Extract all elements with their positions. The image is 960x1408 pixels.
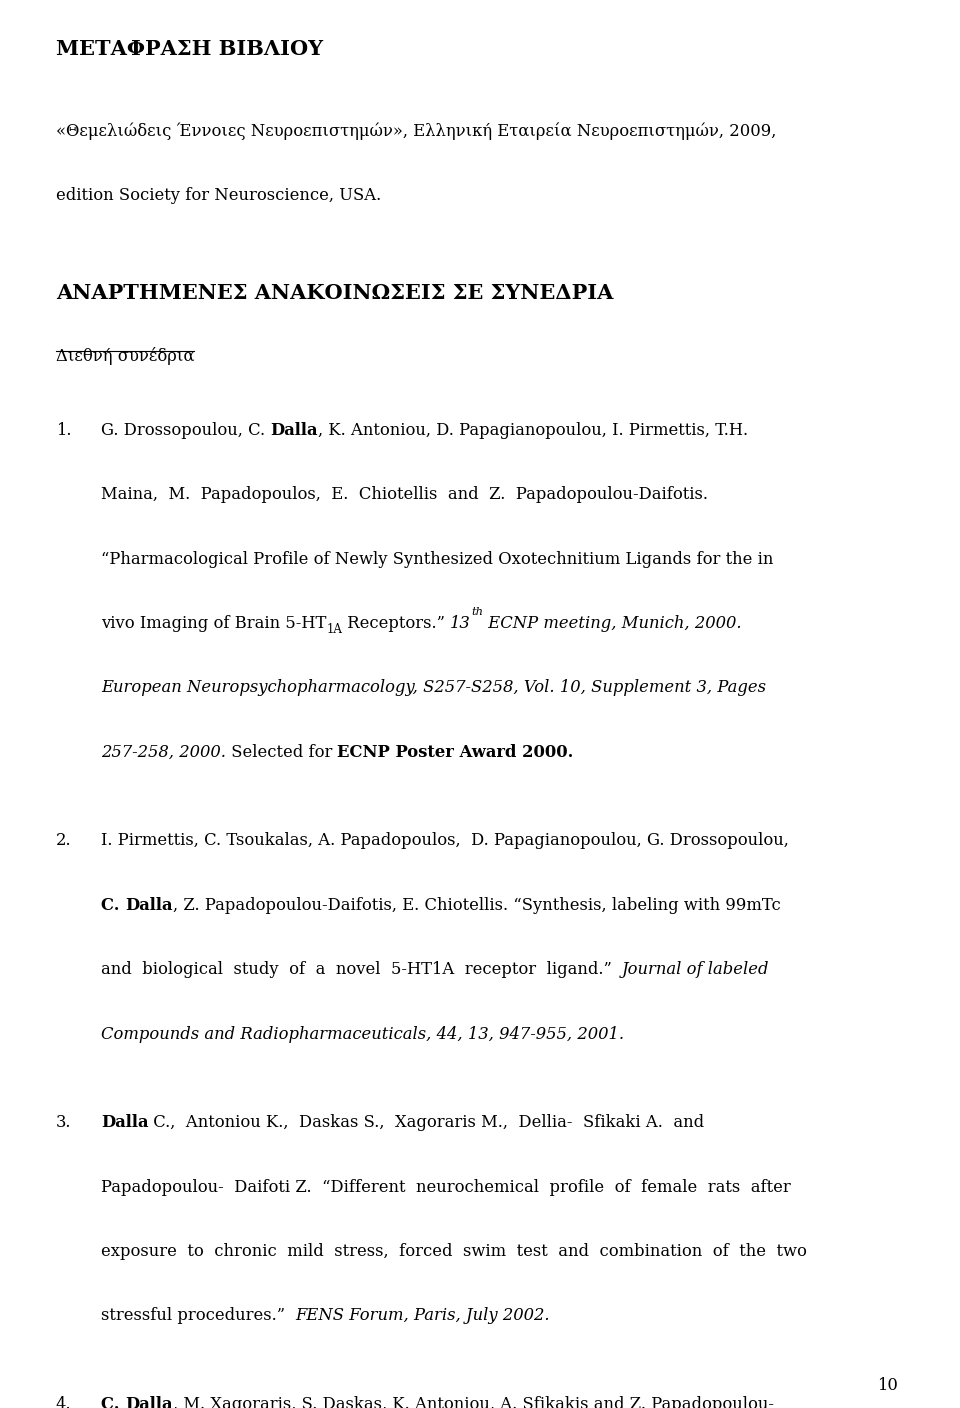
Text: European Neuropsychopharmacology, S257-S258, Vol. 10, Supplement 3, Pages: European Neuropsychopharmacology, S257-S… — [101, 679, 766, 697]
Text: Compounds and Radiopharmaceuticals, 44, 13, 947-955, 2001.: Compounds and Radiopharmaceuticals, 44, … — [101, 1025, 624, 1042]
Text: , M. Xagoraris, S. Daskas, K. Antoniou, A. Sfikakis and Z. Papadopoulou-: , M. Xagoraris, S. Daskas, K. Antoniou, … — [173, 1397, 774, 1408]
Text: ΜΕΤΑΦΡΑΣΗ ΒΙΒΛΙΟΥ: ΜΕΤΑΦΡΑΣΗ ΒΙΒΛΙΟΥ — [56, 39, 323, 59]
Text: ΑΝΑΡΤΗΜΕΝΕΣ ΑΝΑΚΟΙΝΩΣΕΙΣ ΣΕ ΣΥΝΕΔΡΙΑ: ΑΝΑΡΤΗΜΕΝΕΣ ΑΝΑΚΟΙΝΩΣΕΙΣ ΣΕ ΣΥΝΕΔΡΙΑ — [56, 283, 613, 303]
Text: C.,  Antoniou K.,  Daskas S.,  Xagoraris M.,  Dellia-  Sfikaki A.  and: C., Antoniou K., Daskas S., Xagoraris M.… — [148, 1114, 705, 1131]
Text: 1.: 1. — [56, 422, 71, 439]
Text: , Z. Papadopoulou-Daifotis, E. Chiotellis. “Synthesis, labeling with 99mTc: , Z. Papadopoulou-Daifotis, E. Chiotelli… — [173, 897, 780, 914]
Text: Dalla: Dalla — [125, 1397, 173, 1408]
Text: 2.: 2. — [56, 832, 71, 849]
Text: I. Pirmettis, C. Tsoukalas, A. Papadopoulos,  D. Papagianopoulou, G. Drossopoulo: I. Pirmettis, C. Tsoukalas, A. Papadopou… — [101, 832, 789, 849]
Text: exposure  to  chronic  mild  stress,  forced  swim  test  and  combination  of  : exposure to chronic mild stress, forced … — [101, 1243, 806, 1260]
Text: 13: 13 — [450, 615, 471, 632]
Text: Selected for: Selected for — [226, 743, 337, 760]
Text: Maina,  M.  Papadopoulos,  E.  Chiotellis  and  Z.  Papadopoulou-Daifotis.: Maina, M. Papadopoulos, E. Chiotellis an… — [101, 486, 708, 503]
Text: FENS Forum, Paris, July 2002.: FENS Forum, Paris, July 2002. — [296, 1308, 550, 1325]
Text: «Θεμελιώδεις Έννοιες Νευροεπιστημών», Ελληνική Εταιρεία Νευροεπιστημών, 2009,: «Θεμελιώδεις Έννοιες Νευροεπιστημών», Ελ… — [56, 122, 776, 141]
Text: C.: C. — [101, 897, 125, 914]
Text: and  biological  study  of  a  novel  5-HT1A  receptor  ligand.”: and biological study of a novel 5-HT1A r… — [101, 962, 622, 979]
Text: 10: 10 — [876, 1377, 898, 1394]
Text: Journal of labeled: Journal of labeled — [622, 962, 770, 979]
Text: th: th — [471, 607, 483, 617]
Text: ECNP meeting, Munich, 2000.: ECNP meeting, Munich, 2000. — [483, 615, 742, 632]
Text: G. Drossopoulou, C.: G. Drossopoulou, C. — [101, 422, 270, 439]
Text: 4.: 4. — [56, 1397, 71, 1408]
Text: Διεθνή συνέδρια: Διεθνή συνέδρια — [56, 346, 194, 365]
Text: edition Society for Neuroscience, USA.: edition Society for Neuroscience, USA. — [56, 187, 381, 204]
Text: 257-258, 2000.: 257-258, 2000. — [101, 743, 226, 760]
Text: Dalla: Dalla — [125, 897, 173, 914]
Text: , K. Antoniou, D. Papagianopoulou, I. Pirmettis, T.H.: , K. Antoniou, D. Papagianopoulou, I. Pi… — [318, 422, 748, 439]
Text: stressful procedures.”: stressful procedures.” — [101, 1308, 296, 1325]
Text: Dalla: Dalla — [270, 422, 318, 439]
Text: C.: C. — [101, 1397, 125, 1408]
Text: Papadopoulou-  Daifoti Z.  “Different  neurochemical  profile  of  female  rats : Papadopoulou- Daifoti Z. “Different neur… — [101, 1178, 790, 1195]
Text: Dalla: Dalla — [101, 1114, 148, 1131]
Text: Receptors.”: Receptors.” — [342, 615, 450, 632]
Text: ECNP Poster Award 2000.: ECNP Poster Award 2000. — [337, 743, 574, 760]
Text: “Pharmacological Profile of Newly Synthesized Oxotechnitium Ligands for the in: “Pharmacological Profile of Newly Synthe… — [101, 551, 773, 567]
Text: vivo Imaging of Brain 5-HT: vivo Imaging of Brain 5-HT — [101, 615, 326, 632]
Text: 1A: 1A — [326, 624, 342, 636]
Text: 3.: 3. — [56, 1114, 71, 1131]
